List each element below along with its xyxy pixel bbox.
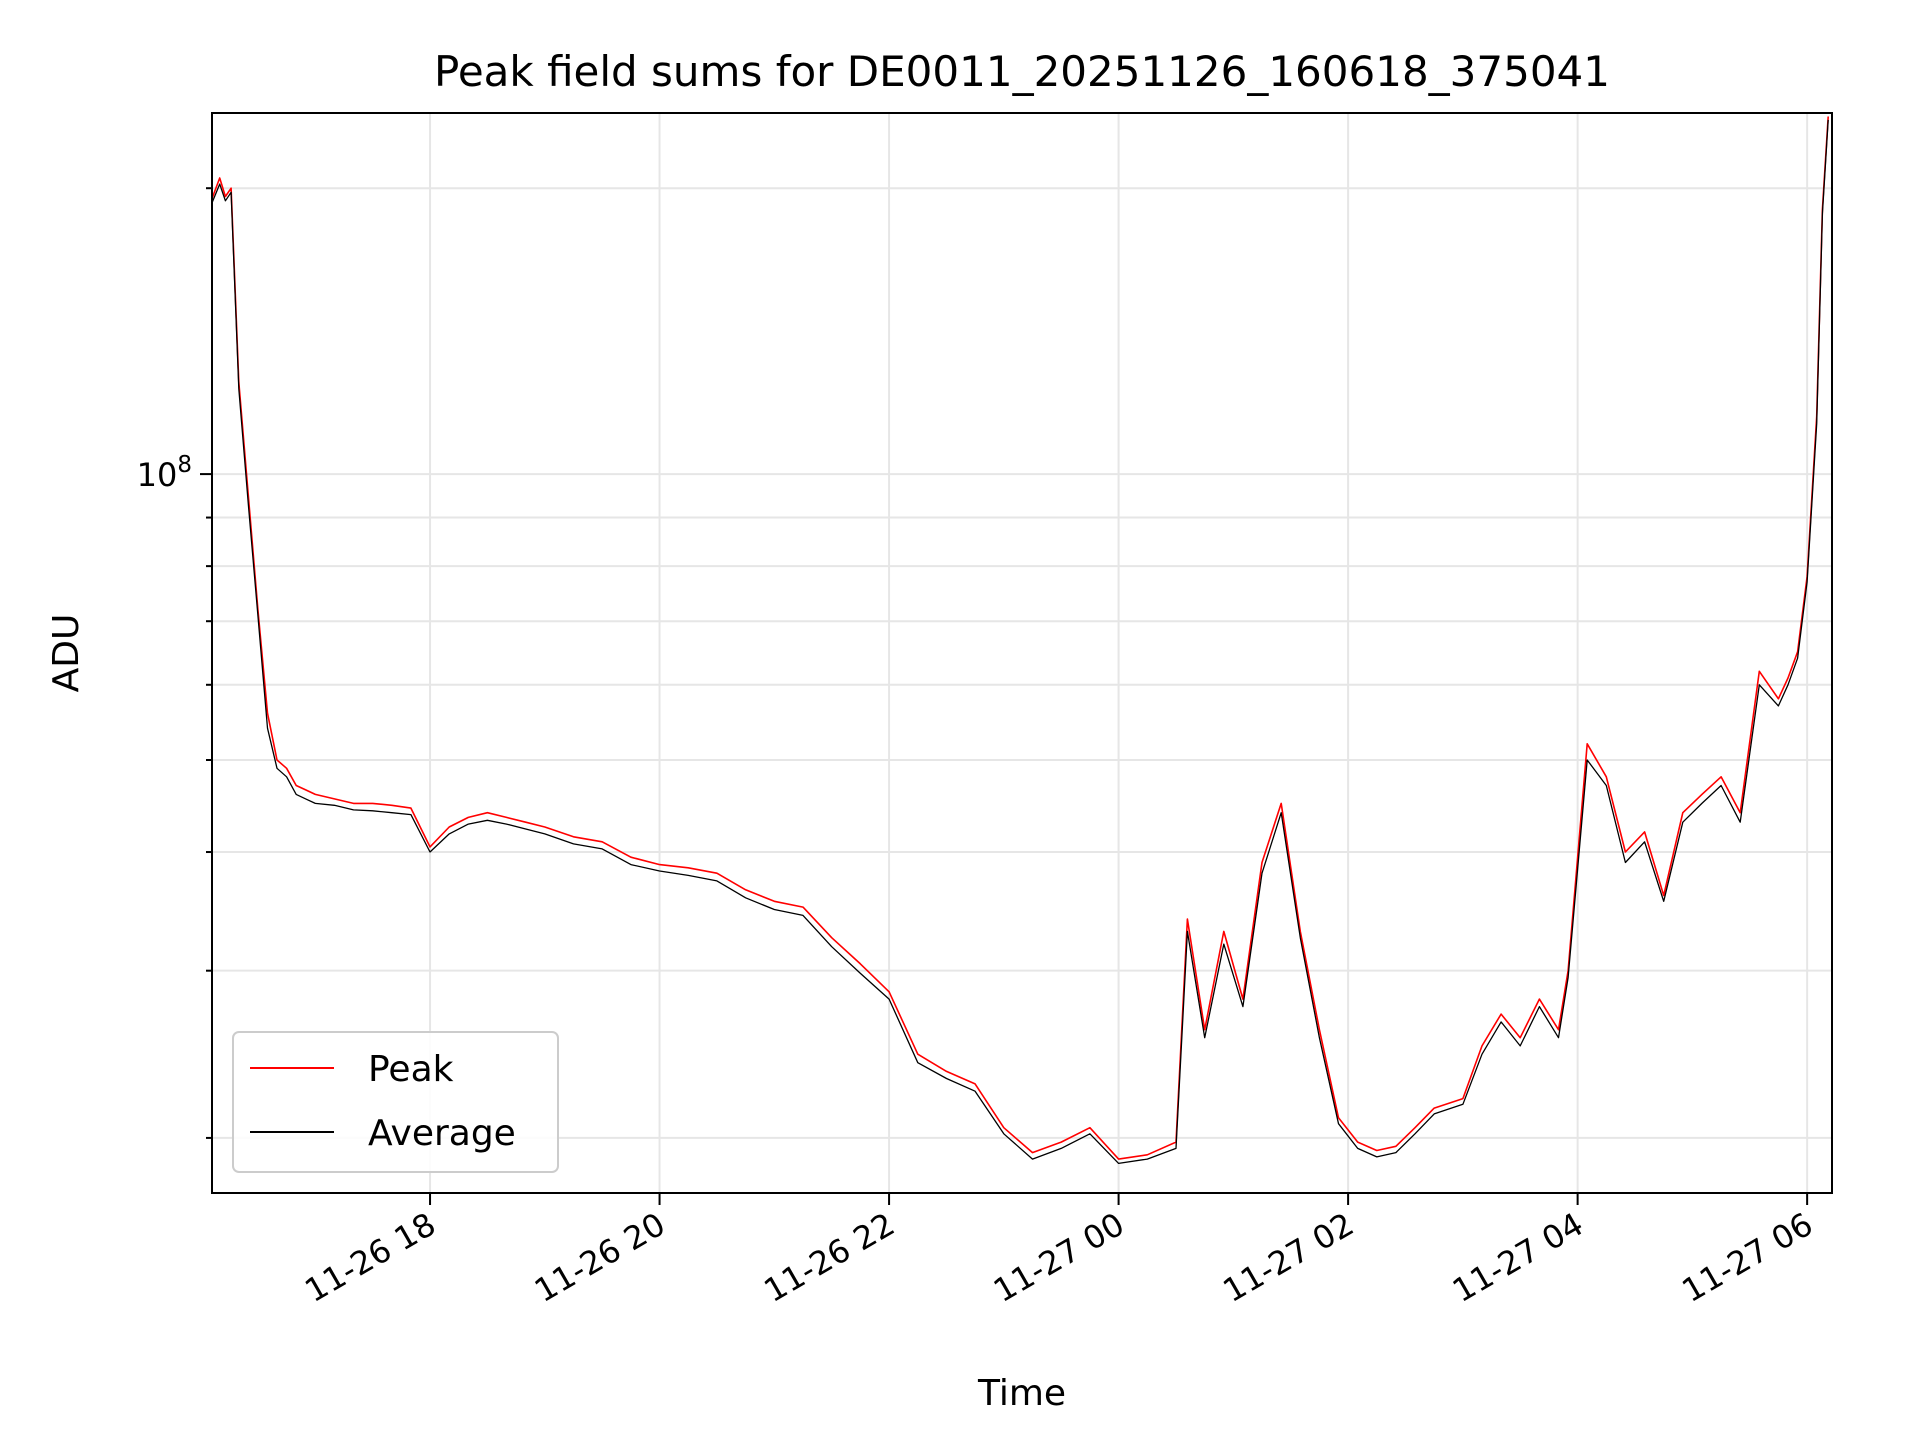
legend-label-peak: Peak — [368, 1049, 454, 1090]
legend-label-average: Average — [368, 1113, 516, 1154]
grid-lines — [212, 113, 1832, 1193]
x-axis-label: Time — [977, 1373, 1066, 1414]
y-axis-label: ADU — [46, 614, 87, 693]
y-tick-exponent: 8 — [177, 452, 192, 478]
series-lines — [211, 116, 1829, 1165]
series-line-peak — [211, 116, 1829, 1160]
y-tick-label: 108 — [137, 452, 192, 494]
plot-frame — [211, 112, 1833, 1194]
series-line-average — [211, 119, 1829, 1165]
y-tick-base: 10 — [137, 456, 178, 494]
y-axis: 108 — [137, 187, 212, 1139]
chart-title: Peak field sums for DE0011_20251126_1606… — [434, 47, 1610, 96]
legend: Peak Average — [232, 1031, 559, 1173]
